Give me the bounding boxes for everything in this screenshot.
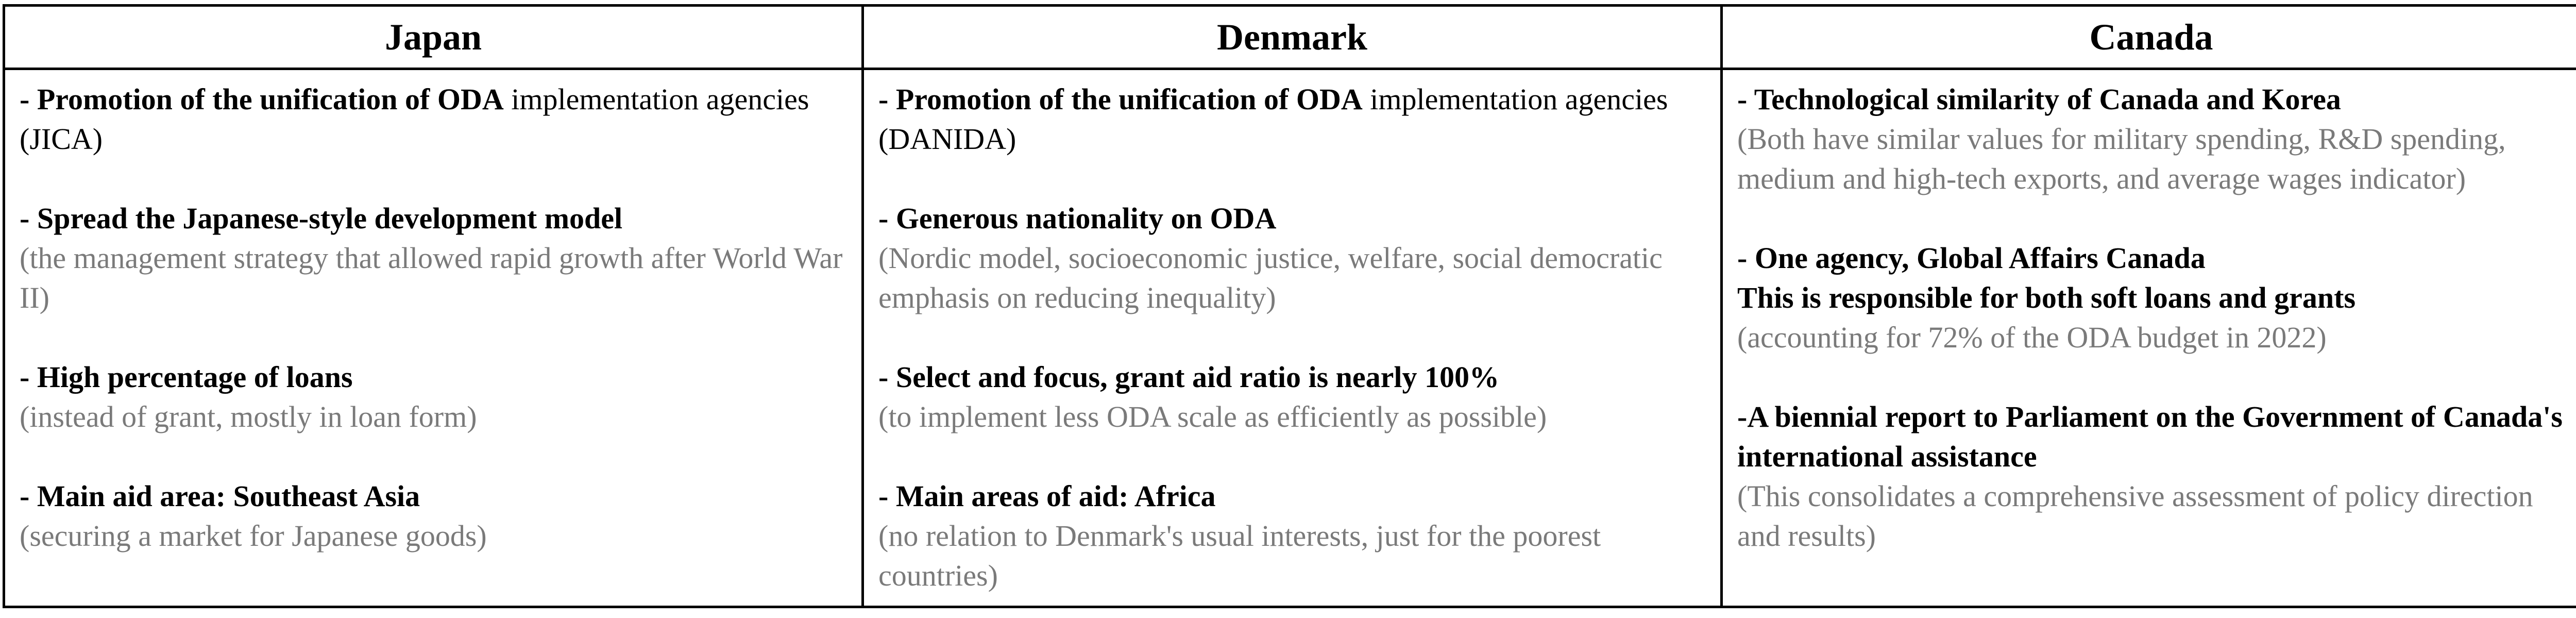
item-heading: - Promotion of the unification of ODA im…: [20, 82, 809, 156]
item-heading: -A biennial report to Parliament on the …: [1737, 397, 2565, 476]
item-heading-bold: - One agency, Global Affairs Canada: [1737, 241, 2206, 275]
item-heading: - Main aid area: Southeast Asia: [20, 476, 847, 516]
item-detail: (securing a market for Japanese goods): [20, 519, 487, 553]
item-heading: - High percentage of loans: [20, 357, 847, 397]
item-heading-bold: - Main areas of aid: Africa: [878, 479, 1216, 513]
denmark-item-3: - Select and focus, grant aid ratio is n…: [878, 357, 1706, 437]
denmark-item-1: - Promotion of the unification of ODA im…: [878, 79, 1706, 159]
item-heading-normal: implementation agencies (DANIDA): [878, 82, 1668, 156]
item-heading-second-line: This is responsible for both soft loans …: [1737, 278, 2565, 318]
denmark-item-2: - Generous nationality on ODA (Nordic mo…: [878, 198, 1706, 318]
denmark-cell: - Promotion of the unification of ODA im…: [861, 68, 1723, 608]
item-detail: (the management strategy that allowed ra…: [20, 241, 843, 314]
item-heading-bold: - Main aid area: Southeast Asia: [20, 479, 420, 513]
canada-item-3: -A biennial report to Parliament on the …: [1737, 397, 2565, 556]
japan-item-4: - Main aid area: Southeast Asia (securin…: [20, 476, 847, 556]
item-heading-bold: - Spread the Japanese-style development …: [20, 202, 623, 235]
item-heading-bold: - Technological similarity of Canada and…: [1737, 82, 2341, 116]
item-detail: (This consolidates a comprehensive asses…: [1737, 479, 2533, 553]
japan-item-3: - High percentage of loans (instead of g…: [20, 357, 847, 437]
item-heading-bold: This is responsible for both soft loans …: [1737, 281, 2356, 314]
canada-item-1: - Technological similarity of Canada and…: [1737, 79, 2565, 198]
country-comparison-table: Japan Denmark Canada - Promotion of the …: [3, 4, 2576, 608]
column-header-canada: Canada: [1720, 4, 2576, 70]
item-detail: (Both have similar values for military s…: [1737, 122, 2506, 195]
item-heading-bold: -A biennial report to Parliament on the …: [1737, 400, 2563, 473]
item-detail: (no relation to Denmark's usual interest…: [878, 519, 1601, 592]
item-heading: - One agency, Global Affairs Canada: [1737, 238, 2565, 278]
item-heading: - Main areas of aid: Africa: [878, 476, 1706, 516]
item-heading: - Generous nationality on ODA: [878, 198, 1706, 238]
header-row: Japan Denmark Canada: [3, 4, 2576, 70]
content-row: - Promotion of the unification of ODA im…: [3, 68, 2576, 608]
column-header-denmark: Denmark: [861, 4, 1723, 70]
japan-cell: - Promotion of the unification of ODA im…: [3, 68, 864, 608]
item-heading-bold: - High percentage of loans: [20, 360, 353, 394]
item-detail: (instead of grant, mostly in loan form): [20, 400, 477, 433]
denmark-item-4: - Main areas of aid: Africa (no relation…: [878, 476, 1706, 595]
item-heading: - Technological similarity of Canada and…: [1737, 79, 2565, 119]
item-detail: (Nordic model, socioeconomic justice, we…: [878, 241, 1663, 314]
japan-item-2: - Spread the Japanese-style development …: [20, 198, 847, 318]
item-heading-bold: - Select and focus, grant aid ratio is n…: [878, 360, 1500, 394]
canada-cell: - Technological similarity of Canada and…: [1720, 68, 2576, 608]
item-heading: - Promotion of the unification of ODA im…: [878, 82, 1668, 156]
item-detail: (to implement less ODA scale as efficien…: [878, 400, 1547, 433]
column-header-japan: Japan: [3, 4, 864, 70]
item-heading-bold: - Promotion of the unification of ODA: [20, 82, 504, 116]
item-heading: - Spread the Japanese-style development …: [20, 198, 847, 238]
item-detail: (accounting for 72% of the ODA budget in…: [1737, 321, 2327, 354]
item-heading-bold: - Generous nationality on ODA: [878, 202, 1277, 235]
japan-item-1: - Promotion of the unification of ODA im…: [20, 79, 847, 159]
item-heading-bold: - Promotion of the unification of ODA: [878, 82, 1363, 116]
item-heading-normal: implementation agencies (JICA): [20, 82, 809, 156]
canada-item-2: - One agency, Global Affairs Canada This…: [1737, 238, 2565, 357]
item-heading: - Select and focus, grant aid ratio is n…: [878, 357, 1706, 397]
